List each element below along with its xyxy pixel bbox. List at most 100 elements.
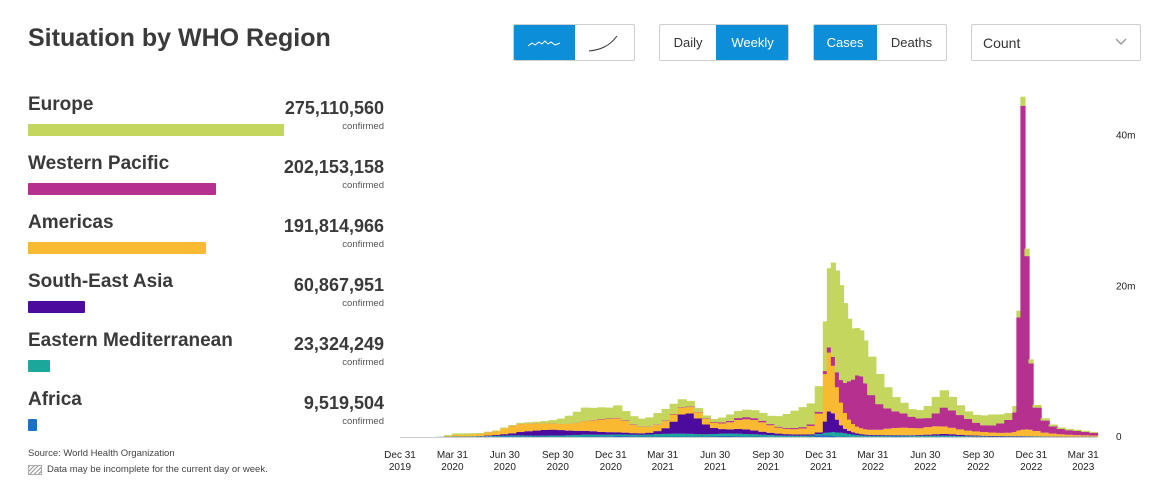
bar-segment bbox=[847, 433, 853, 437]
bar-segment bbox=[750, 419, 756, 431]
deaths-button[interactable]: Deaths bbox=[876, 25, 946, 60]
cumulative-chart-button[interactable] bbox=[573, 25, 634, 60]
bar-segment bbox=[645, 434, 651, 437]
bar-segment bbox=[730, 420, 736, 423]
bar-segment bbox=[597, 419, 603, 432]
bar-segment bbox=[512, 435, 518, 437]
source-note: Source: World Health Organization bbox=[28, 448, 175, 459]
linear-chart-button[interactable] bbox=[514, 25, 574, 60]
bar-segment bbox=[1000, 432, 1006, 437]
bar-segment bbox=[806, 435, 812, 437]
bar-segment bbox=[508, 435, 514, 437]
bar-segment bbox=[717, 422, 724, 424]
bar-segment bbox=[790, 434, 796, 436]
bar-segment bbox=[649, 432, 655, 435]
bar-segment bbox=[762, 431, 768, 435]
x-tick-label: Sep 30 bbox=[542, 450, 574, 461]
bar-segment bbox=[802, 407, 808, 428]
cases-button[interactable]: Cases bbox=[814, 25, 877, 60]
bar-segment bbox=[1008, 419, 1014, 433]
bar-segment bbox=[1004, 432, 1010, 437]
bar-segment bbox=[1052, 433, 1058, 437]
bar-segment bbox=[855, 426, 861, 434]
bar-segment bbox=[613, 418, 619, 433]
bar-segment bbox=[810, 435, 816, 437]
bar-segment bbox=[1076, 435, 1083, 437]
bar-segment bbox=[657, 413, 663, 425]
bar-segment bbox=[802, 427, 808, 429]
x-tick-year: 2022 bbox=[914, 462, 937, 473]
bar-segment bbox=[859, 434, 865, 436]
bar-segment bbox=[851, 379, 857, 425]
bar-segment bbox=[1020, 429, 1026, 437]
bar-segment bbox=[770, 435, 776, 437]
bar-segment bbox=[528, 423, 534, 432]
bar-segment bbox=[633, 434, 639, 437]
bar-segment bbox=[552, 435, 558, 437]
bar-segment bbox=[544, 423, 550, 430]
bar-segment bbox=[520, 432, 526, 436]
daily-button[interactable]: Daily bbox=[673, 35, 703, 50]
measure-select[interactable]: Count bbox=[971, 24, 1141, 61]
bar-segment bbox=[1036, 404, 1042, 408]
bar-segment bbox=[713, 433, 720, 437]
bar-segment bbox=[859, 428, 865, 435]
bar-segment bbox=[1056, 434, 1062, 437]
bar-segment bbox=[685, 407, 691, 414]
bar-segment bbox=[1004, 413, 1010, 420]
bar-segment bbox=[742, 433, 748, 437]
weekly-button[interactable]: Weekly bbox=[716, 25, 788, 60]
bar-segment bbox=[580, 434, 587, 437]
bar-segment bbox=[677, 399, 683, 408]
bar-segment bbox=[758, 412, 764, 421]
bar-segment bbox=[855, 433, 861, 436]
bar-segment bbox=[476, 433, 482, 434]
bar-segment bbox=[1088, 432, 1095, 436]
region-sub: confirmed bbox=[342, 357, 384, 368]
bar-segment bbox=[822, 432, 829, 436]
bar-segment bbox=[963, 435, 970, 437]
bar-segment bbox=[1084, 431, 1091, 436]
bar-segment bbox=[508, 425, 514, 426]
bar-segment bbox=[939, 390, 945, 408]
bar-segment bbox=[766, 415, 772, 425]
bar-segment bbox=[790, 428, 796, 430]
bar-segment bbox=[722, 435, 728, 437]
bar-segment bbox=[742, 429, 748, 434]
bar-segment bbox=[947, 434, 954, 436]
bar-segment bbox=[907, 428, 913, 436]
bar-segment bbox=[681, 433, 687, 437]
bar-segment bbox=[540, 423, 546, 430]
bar-segment bbox=[709, 433, 716, 437]
bar-segment bbox=[842, 382, 849, 414]
bar-segment bbox=[742, 417, 748, 420]
bar-segment bbox=[770, 415, 776, 425]
bar-segment bbox=[492, 435, 498, 436]
bar-segment bbox=[552, 429, 558, 436]
bar-segment bbox=[822, 321, 829, 372]
y-tick-label: 40m bbox=[1116, 131, 1135, 142]
bar-segment bbox=[996, 432, 1002, 437]
bar-segment bbox=[895, 435, 901, 436]
bar-segment bbox=[762, 422, 768, 432]
bar-segment bbox=[891, 397, 897, 412]
bar-segment bbox=[972, 414, 978, 423]
bar-segment bbox=[931, 426, 937, 435]
bar-segment bbox=[863, 429, 869, 435]
bar-segment bbox=[496, 430, 502, 432]
bar-segment bbox=[984, 425, 990, 433]
bar-segment bbox=[685, 406, 691, 408]
bar-segment bbox=[633, 433, 639, 435]
bar-segment bbox=[742, 409, 748, 418]
bar-segment bbox=[976, 422, 982, 432]
bar-segment bbox=[951, 410, 958, 428]
bar-segment bbox=[806, 424, 812, 426]
x-tick-year: 2023 bbox=[1072, 462, 1095, 473]
bar-segment bbox=[726, 433, 732, 436]
bar-segment bbox=[774, 427, 780, 434]
bar-segment bbox=[1024, 429, 1030, 437]
bar-segment bbox=[609, 432, 615, 435]
bar-segment bbox=[798, 427, 804, 429]
bar-segment bbox=[681, 407, 687, 415]
bar-segment bbox=[560, 430, 566, 436]
